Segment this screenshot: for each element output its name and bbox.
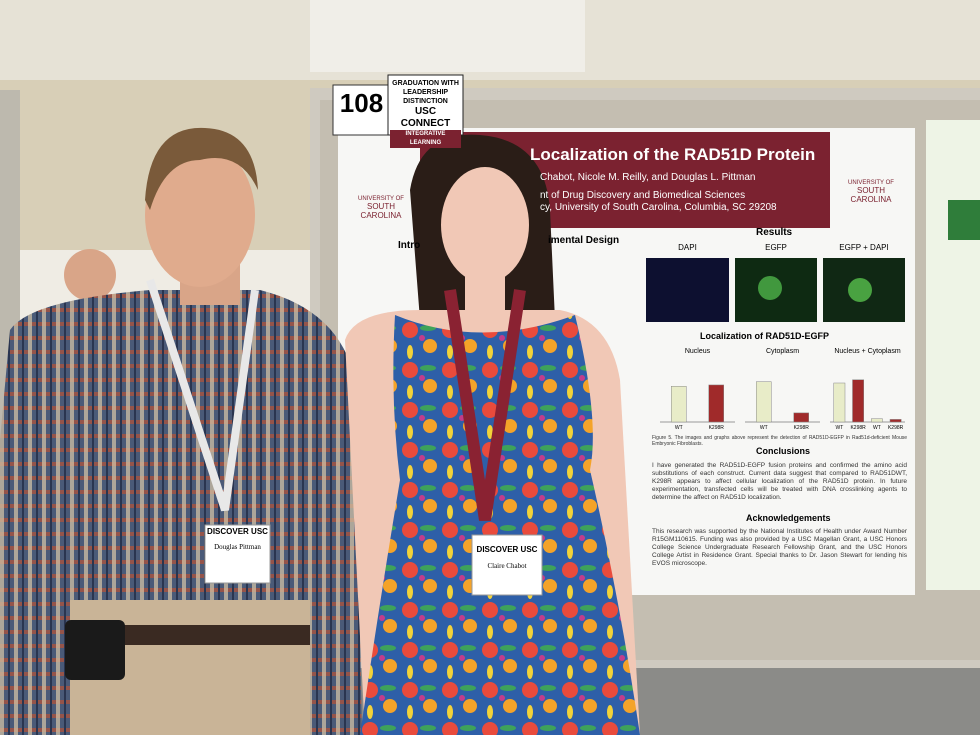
panel-label: EGFP + DAPI bbox=[839, 243, 889, 252]
badge-brand: DISCOVER USC bbox=[207, 527, 268, 536]
badge-line: LEADERSHIP bbox=[402, 89, 449, 96]
panel-label: EGFP bbox=[765, 243, 787, 252]
section-heading: imental Design bbox=[548, 235, 620, 246]
conclusions-text: I have generated the RAD51D-EGFP fusion … bbox=[652, 462, 907, 501]
poster-title: Localization of the RAD51D Protein bbox=[530, 145, 816, 164]
figure-caption: Figure 5. The images and graphs above re… bbox=[652, 435, 907, 447]
badge-brand: DISCOVER USC bbox=[476, 545, 538, 554]
booth-number: 108 bbox=[339, 88, 384, 118]
section-heading: Intro bbox=[398, 240, 421, 251]
logo-text: SOUTH CAROLINA bbox=[850, 186, 892, 204]
panel-label: DAPI bbox=[678, 243, 697, 252]
chart-title: Localization of RAD51D-EGFP bbox=[700, 331, 830, 341]
badge-name: Douglas Pittman bbox=[214, 543, 261, 551]
section-heading: Conclusions bbox=[756, 446, 811, 456]
logo-text: UNIVERSITY OF bbox=[848, 180, 894, 186]
badge-line: INTEGRATIVE LEARNING bbox=[390, 130, 461, 148]
badge-line: GRADUATION WITH bbox=[392, 80, 459, 87]
logo-text: SOUTH CAROLINA bbox=[360, 202, 402, 220]
poster-affiliation: nt of Drug Discovery and Biomedical Scie… bbox=[540, 190, 746, 201]
poster-affiliation: cy, University of South Carolina, Columb… bbox=[540, 202, 777, 213]
badge-line: DISTINCTION bbox=[403, 98, 448, 105]
section-heading: Results bbox=[756, 227, 793, 238]
badge-line: USC CONNECT bbox=[400, 106, 451, 129]
section-heading: Acknowledgements bbox=[746, 513, 831, 523]
badge-name: Claire Chabot bbox=[487, 562, 527, 570]
logo-text: UNIVERSITY OF bbox=[358, 196, 404, 202]
acknowledgements-text: This research was supported by the Natio… bbox=[652, 528, 907, 567]
poster-authors: Chabot, Nicole M. Reilly, and Douglas L.… bbox=[540, 172, 756, 183]
